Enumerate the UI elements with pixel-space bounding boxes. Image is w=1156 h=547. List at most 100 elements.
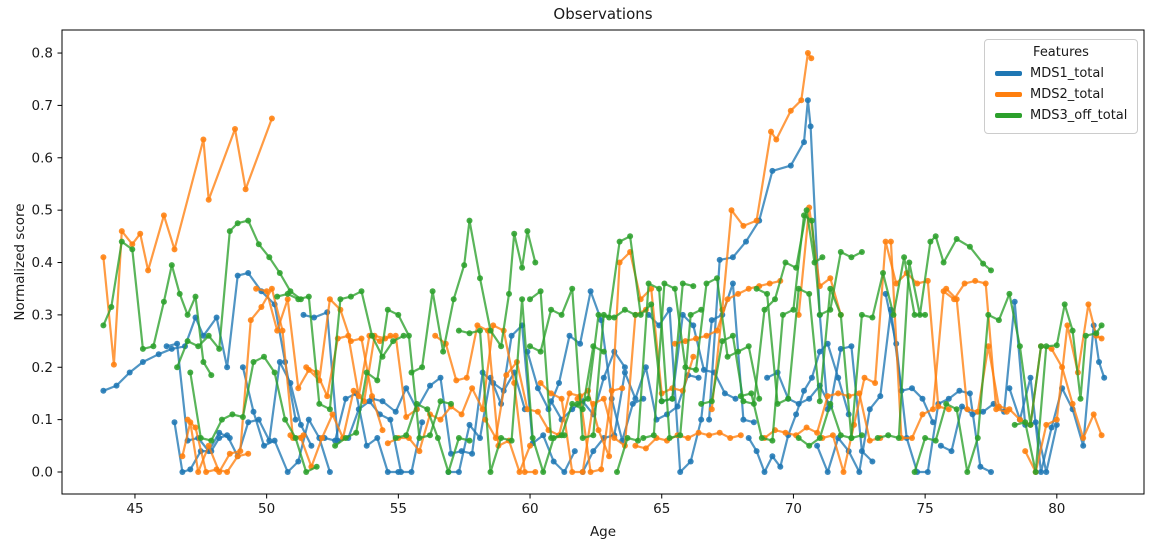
- x-tick-label: 45: [126, 501, 143, 517]
- data-point-marker: [806, 395, 813, 402]
- data-point-marker: [708, 317, 715, 324]
- data-point-marker: [519, 296, 526, 303]
- data-point-marker: [700, 366, 707, 373]
- data-point-marker: [416, 435, 423, 441]
- data-point-marker: [569, 285, 576, 292]
- data-point-marker: [129, 241, 136, 248]
- data-point-marker: [953, 296, 960, 303]
- data-point-marker: [798, 97, 805, 104]
- data-point-marker: [772, 296, 778, 303]
- data-point-marker: [126, 369, 133, 376]
- y-axis-label: Normalized score: [12, 203, 28, 321]
- data-point-marker: [168, 345, 175, 352]
- data-point-marker: [740, 416, 747, 423]
- data-point-marker: [777, 463, 784, 470]
- data-point-marker: [729, 280, 736, 287]
- data-point-marker: [706, 416, 713, 423]
- data-point-marker: [840, 469, 847, 475]
- data-point-marker: [585, 395, 591, 402]
- data-point-marker: [305, 416, 312, 423]
- data-point-marker: [324, 393, 331, 400]
- series-MDS2_total: [100, 50, 1105, 475]
- data-point-marker: [400, 332, 407, 339]
- data-point-marker: [1032, 469, 1039, 475]
- data-point-marker: [650, 432, 657, 439]
- data-point-marker: [245, 270, 252, 276]
- data-point-marker: [988, 267, 994, 274]
- data-point-marker: [745, 343, 752, 350]
- data-point-marker: [916, 311, 923, 318]
- data-point-marker: [118, 238, 125, 245]
- data-point-marker: [919, 395, 926, 402]
- data-point-marker: [540, 432, 547, 439]
- data-point-marker: [611, 314, 618, 321]
- data-point-marker: [587, 469, 594, 475]
- data-point-marker: [408, 469, 415, 475]
- y-tick-label: 0.4: [32, 255, 53, 271]
- data-point-marker: [627, 233, 634, 240]
- data-point-marker: [205, 442, 212, 449]
- data-point-marker: [213, 466, 220, 473]
- data-point-marker: [284, 290, 291, 297]
- data-point-marker: [861, 374, 868, 381]
- data-point-marker: [1022, 448, 1029, 455]
- data-point-marker: [953, 236, 960, 242]
- data-point-marker: [205, 196, 212, 203]
- data-point-marker: [690, 283, 697, 290]
- data-point-marker: [429, 288, 436, 295]
- data-point-marker: [179, 453, 186, 460]
- data-point-marker: [176, 290, 183, 297]
- data-point-marker: [619, 385, 626, 392]
- data-point-marker: [693, 335, 699, 342]
- data-point-marker: [782, 429, 789, 436]
- data-point-marker: [392, 435, 399, 441]
- data-point-marker: [477, 275, 483, 282]
- data-point-marker: [698, 416, 705, 423]
- x-tick-label: 75: [917, 501, 934, 517]
- data-point-marker: [508, 332, 515, 339]
- data-point-marker: [1085, 301, 1092, 308]
- data-point-marker: [287, 432, 294, 439]
- data-point-marker: [807, 123, 814, 130]
- data-point-marker: [419, 364, 426, 371]
- data-point-marker: [139, 345, 146, 352]
- data-point-marker: [118, 228, 125, 235]
- data-point-marker: [972, 277, 979, 284]
- data-point-marker: [1006, 385, 1013, 392]
- data-point-marker: [995, 317, 1002, 324]
- data-point-marker: [250, 408, 257, 415]
- data-point-marker: [374, 435, 381, 441]
- data-point-marker: [924, 277, 931, 284]
- data-point-marker: [203, 469, 210, 475]
- legend-item-mds2: MDS2_total: [995, 84, 1127, 105]
- data-point-marker: [363, 442, 370, 449]
- data-point-marker: [319, 435, 325, 441]
- data-point-marker: [303, 364, 310, 371]
- y-tick-label: 0.1: [32, 412, 53, 428]
- data-point-marker: [966, 243, 973, 250]
- data-point-marker: [677, 432, 684, 439]
- data-point-marker: [735, 290, 742, 297]
- data-point-marker: [529, 435, 536, 441]
- data-point-marker: [487, 469, 494, 475]
- data-point-marker: [632, 442, 639, 449]
- data-point-marker: [337, 296, 344, 303]
- data-point-marker: [808, 55, 815, 62]
- data-point-marker: [416, 448, 423, 455]
- data-point-marker: [229, 411, 236, 418]
- data-point-marker: [774, 400, 781, 407]
- x-axis-label: Age: [589, 524, 617, 540]
- data-point-marker: [773, 136, 780, 143]
- data-point-marker: [1053, 416, 1060, 423]
- data-point-marker: [469, 385, 476, 392]
- data-point-marker: [1080, 442, 1087, 449]
- data-point-marker: [218, 416, 225, 423]
- data-point-marker: [556, 380, 562, 386]
- data-point-marker: [395, 469, 402, 475]
- data-point-marker: [995, 403, 1002, 410]
- data-point-marker: [232, 126, 238, 132]
- data-point-marker: [598, 466, 605, 473]
- data-point-marker: [740, 398, 747, 405]
